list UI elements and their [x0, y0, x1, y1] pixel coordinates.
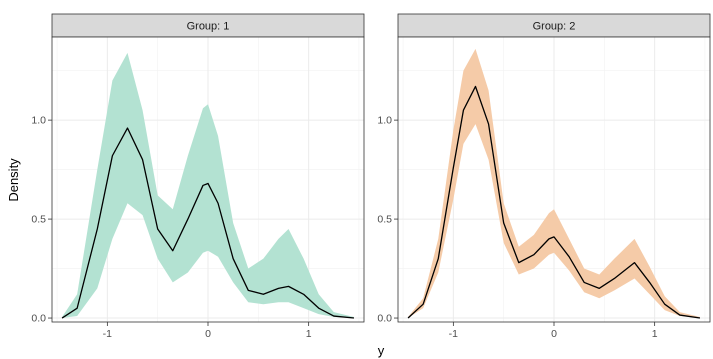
panel-group-1: Group: 1 -1 0 1 0.0 0.5 1.0 [31, 13, 365, 340]
x-axis-title: y [378, 343, 385, 358]
x-tick-label: -1 [449, 328, 458, 340]
y-tick-label: 0.0 [377, 313, 392, 325]
y-tick-label: 1.0 [377, 115, 392, 127]
confidence-band-1 [62, 52, 354, 319]
y-axis-title: Density [6, 158, 21, 202]
facet-strip-label-1: Group: 1 [187, 21, 230, 33]
y-tick-label: 1.0 [31, 115, 46, 127]
facet-strip-label-2: Group: 2 [533, 21, 576, 33]
panel-group-2: Group: 2 -1 0 1 0.0 0.5 1.0 [377, 13, 711, 340]
x-tick-label: -1 [103, 328, 112, 340]
density-line-1 [61, 127, 355, 319]
x-tick-label: 1 [306, 328, 312, 340]
y-tick-label: 0.5 [377, 214, 392, 226]
y-tick-label: 0.0 [31, 313, 46, 325]
confidence-band-2 [408, 48, 700, 319]
x-tick-label: 1 [652, 328, 658, 340]
x-tick-label: 0 [551, 328, 557, 340]
density-line-2 [407, 85, 701, 319]
x-tick-label: 0 [205, 328, 211, 340]
y-tick-label: 0.5 [31, 214, 46, 226]
